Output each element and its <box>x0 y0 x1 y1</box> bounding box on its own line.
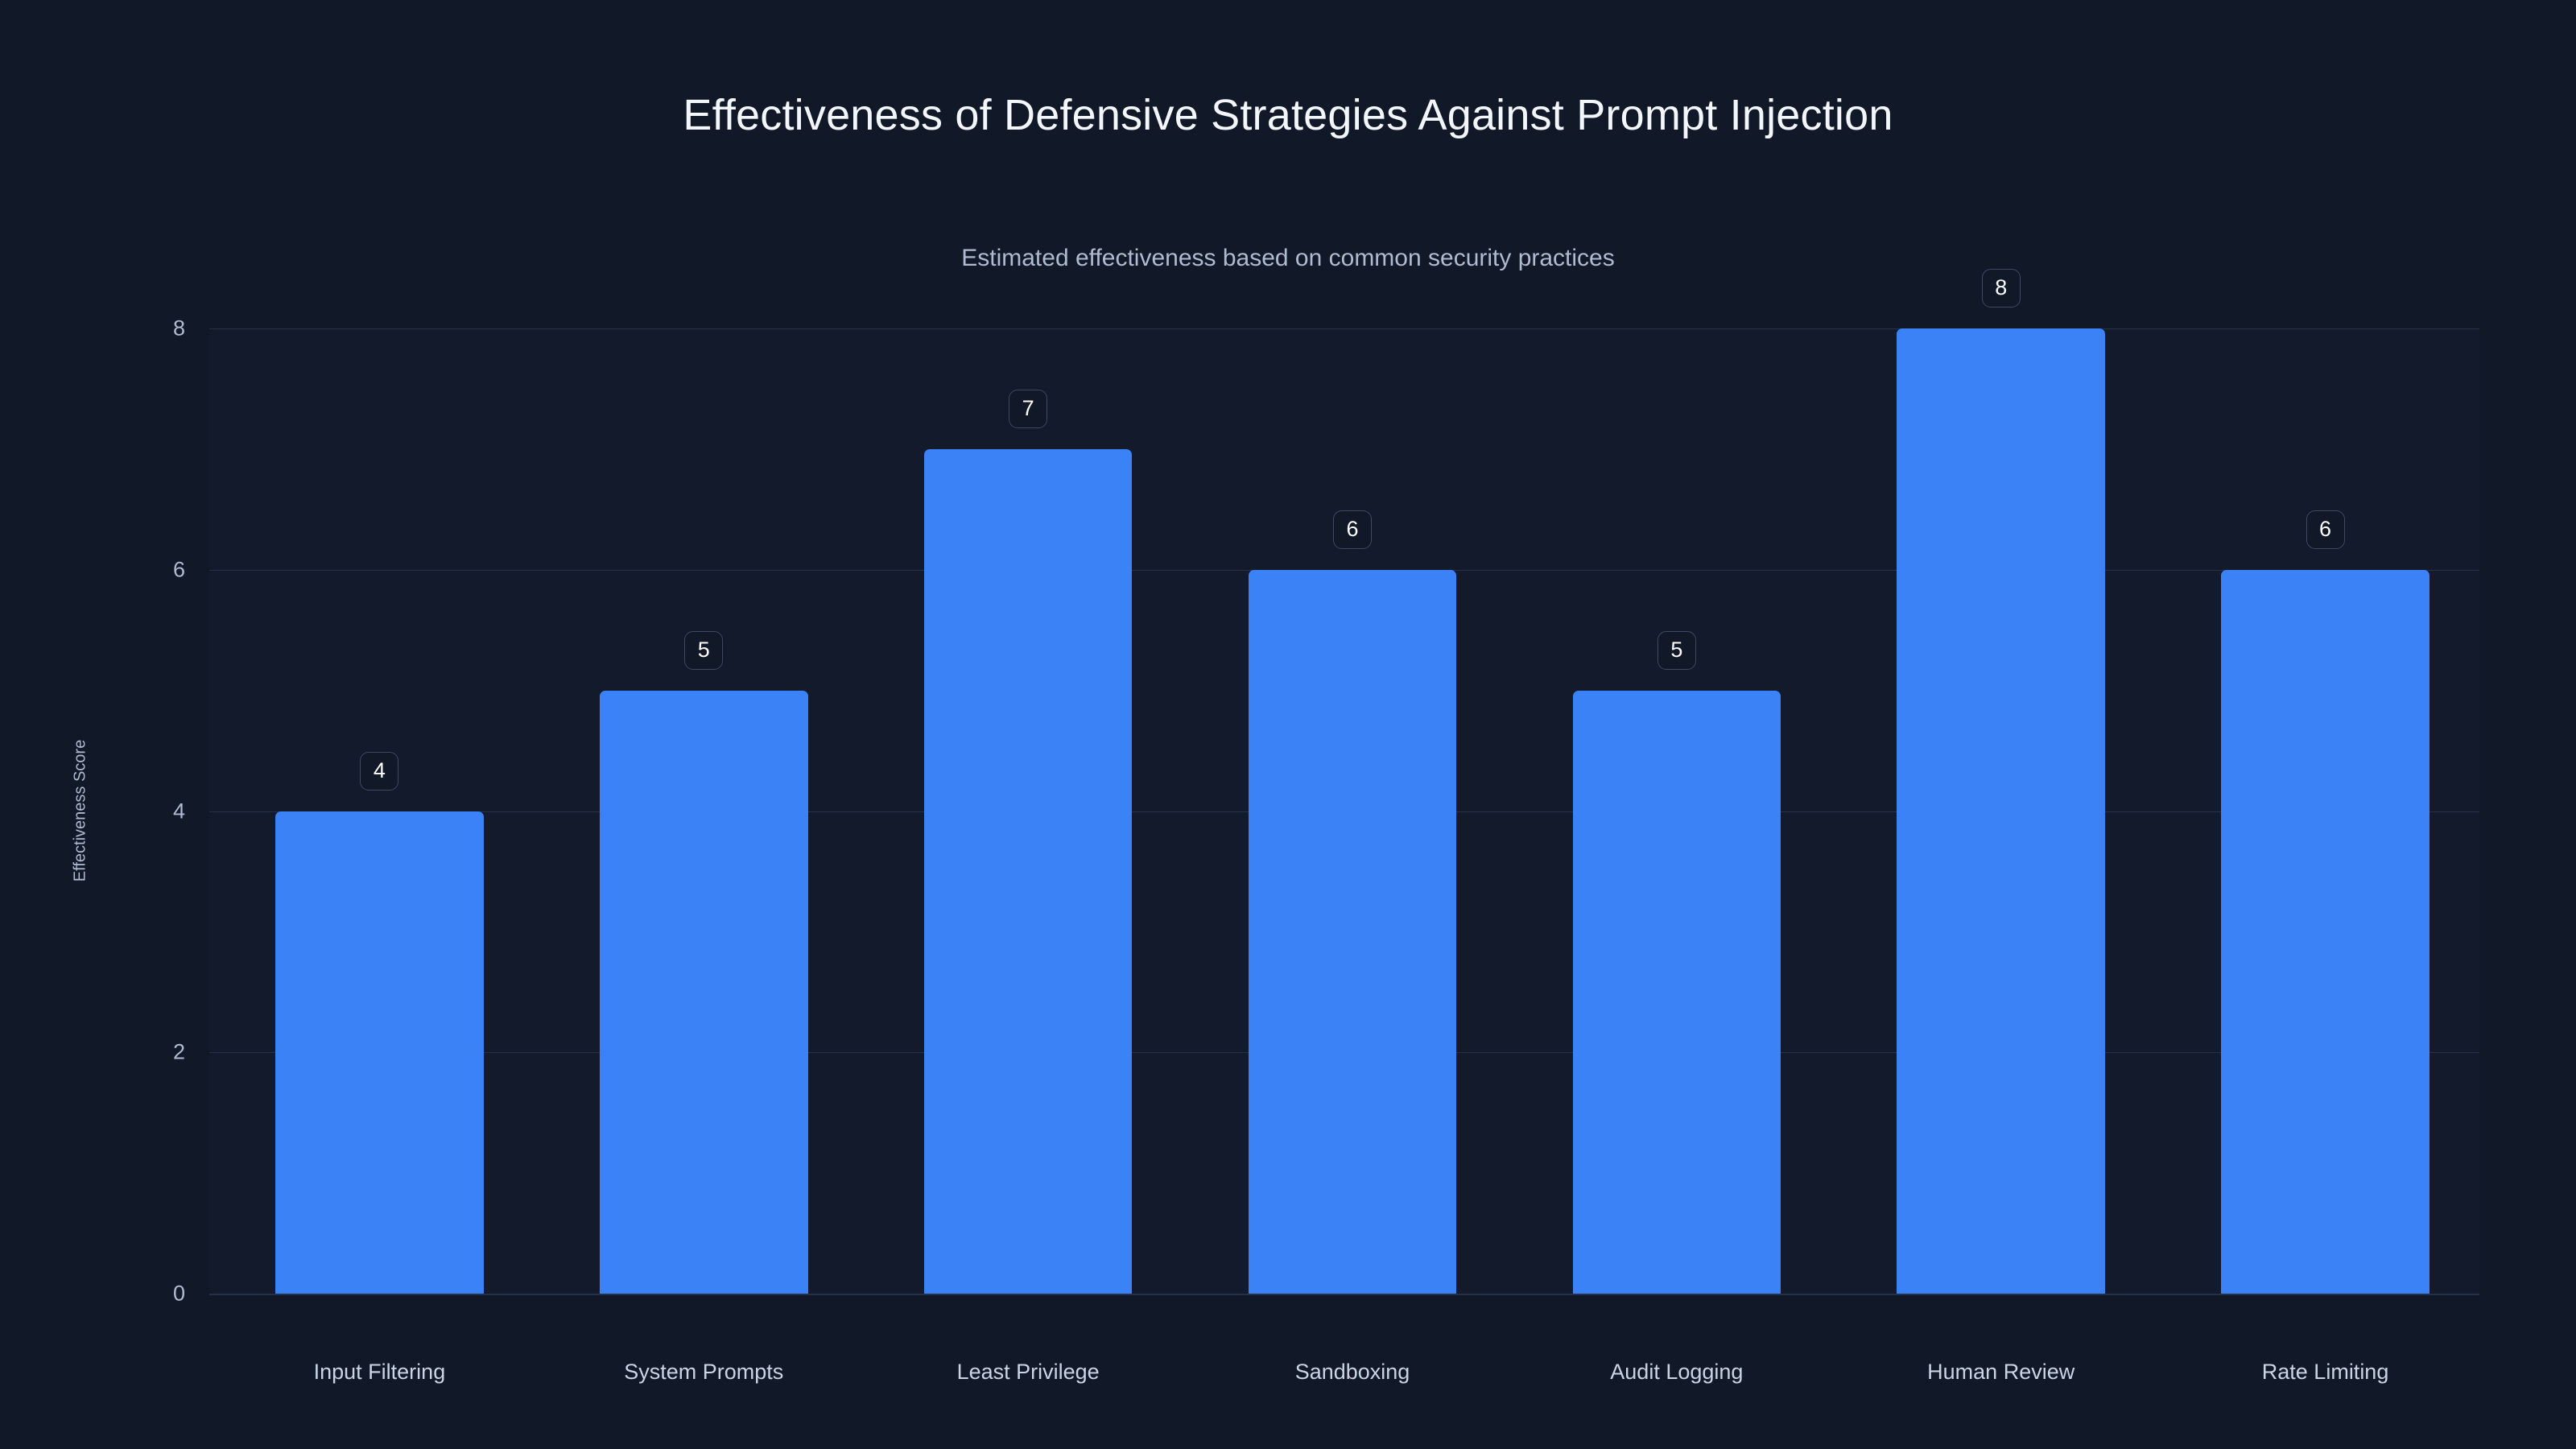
y-axis-tick-label: 6 <box>172 557 185 582</box>
y-axis-tick-labels: 0 2 4 6 8 <box>72 0 185 1449</box>
x-axis-tick-label: Least Privilege <box>956 1360 1100 1384</box>
y-axis-tick-label: 4 <box>172 799 185 823</box>
chart-subtitle: Estimated effectiveness based on common … <box>961 245 1615 271</box>
x-axis-line <box>209 1294 2479 1295</box>
bar[interactable] <box>1897 328 2106 1294</box>
bar[interactable] <box>275 811 484 1294</box>
x-axis-tick-label: Human Review <box>1927 1360 2075 1384</box>
bar[interactable] <box>923 448 1133 1294</box>
x-axis-tick-label: Audit Logging <box>1610 1360 1744 1384</box>
x-axis-tick-label: Sandboxing <box>1294 1360 1410 1384</box>
bar[interactable] <box>599 690 808 1294</box>
bars-group <box>209 328 2479 1294</box>
bar[interactable] <box>1572 690 1781 1294</box>
x-axis-tick-label: Input Filtering <box>313 1360 446 1384</box>
bar[interactable] <box>2221 569 2429 1294</box>
y-axis-tick-label: 8 <box>172 316 185 341</box>
bar[interactable] <box>1248 569 1457 1294</box>
gridline <box>209 328 2479 329</box>
y-axis-tick-label: 0 <box>172 1281 185 1306</box>
x-axis-tick-label: Rate Limiting <box>2261 1360 2389 1384</box>
x-axis-tick-label: System Prompts <box>624 1360 784 1384</box>
chart-title: Effectiveness of Defensive Strategies Ag… <box>683 91 1893 139</box>
y-axis-tick-label: 2 <box>172 1039 185 1064</box>
